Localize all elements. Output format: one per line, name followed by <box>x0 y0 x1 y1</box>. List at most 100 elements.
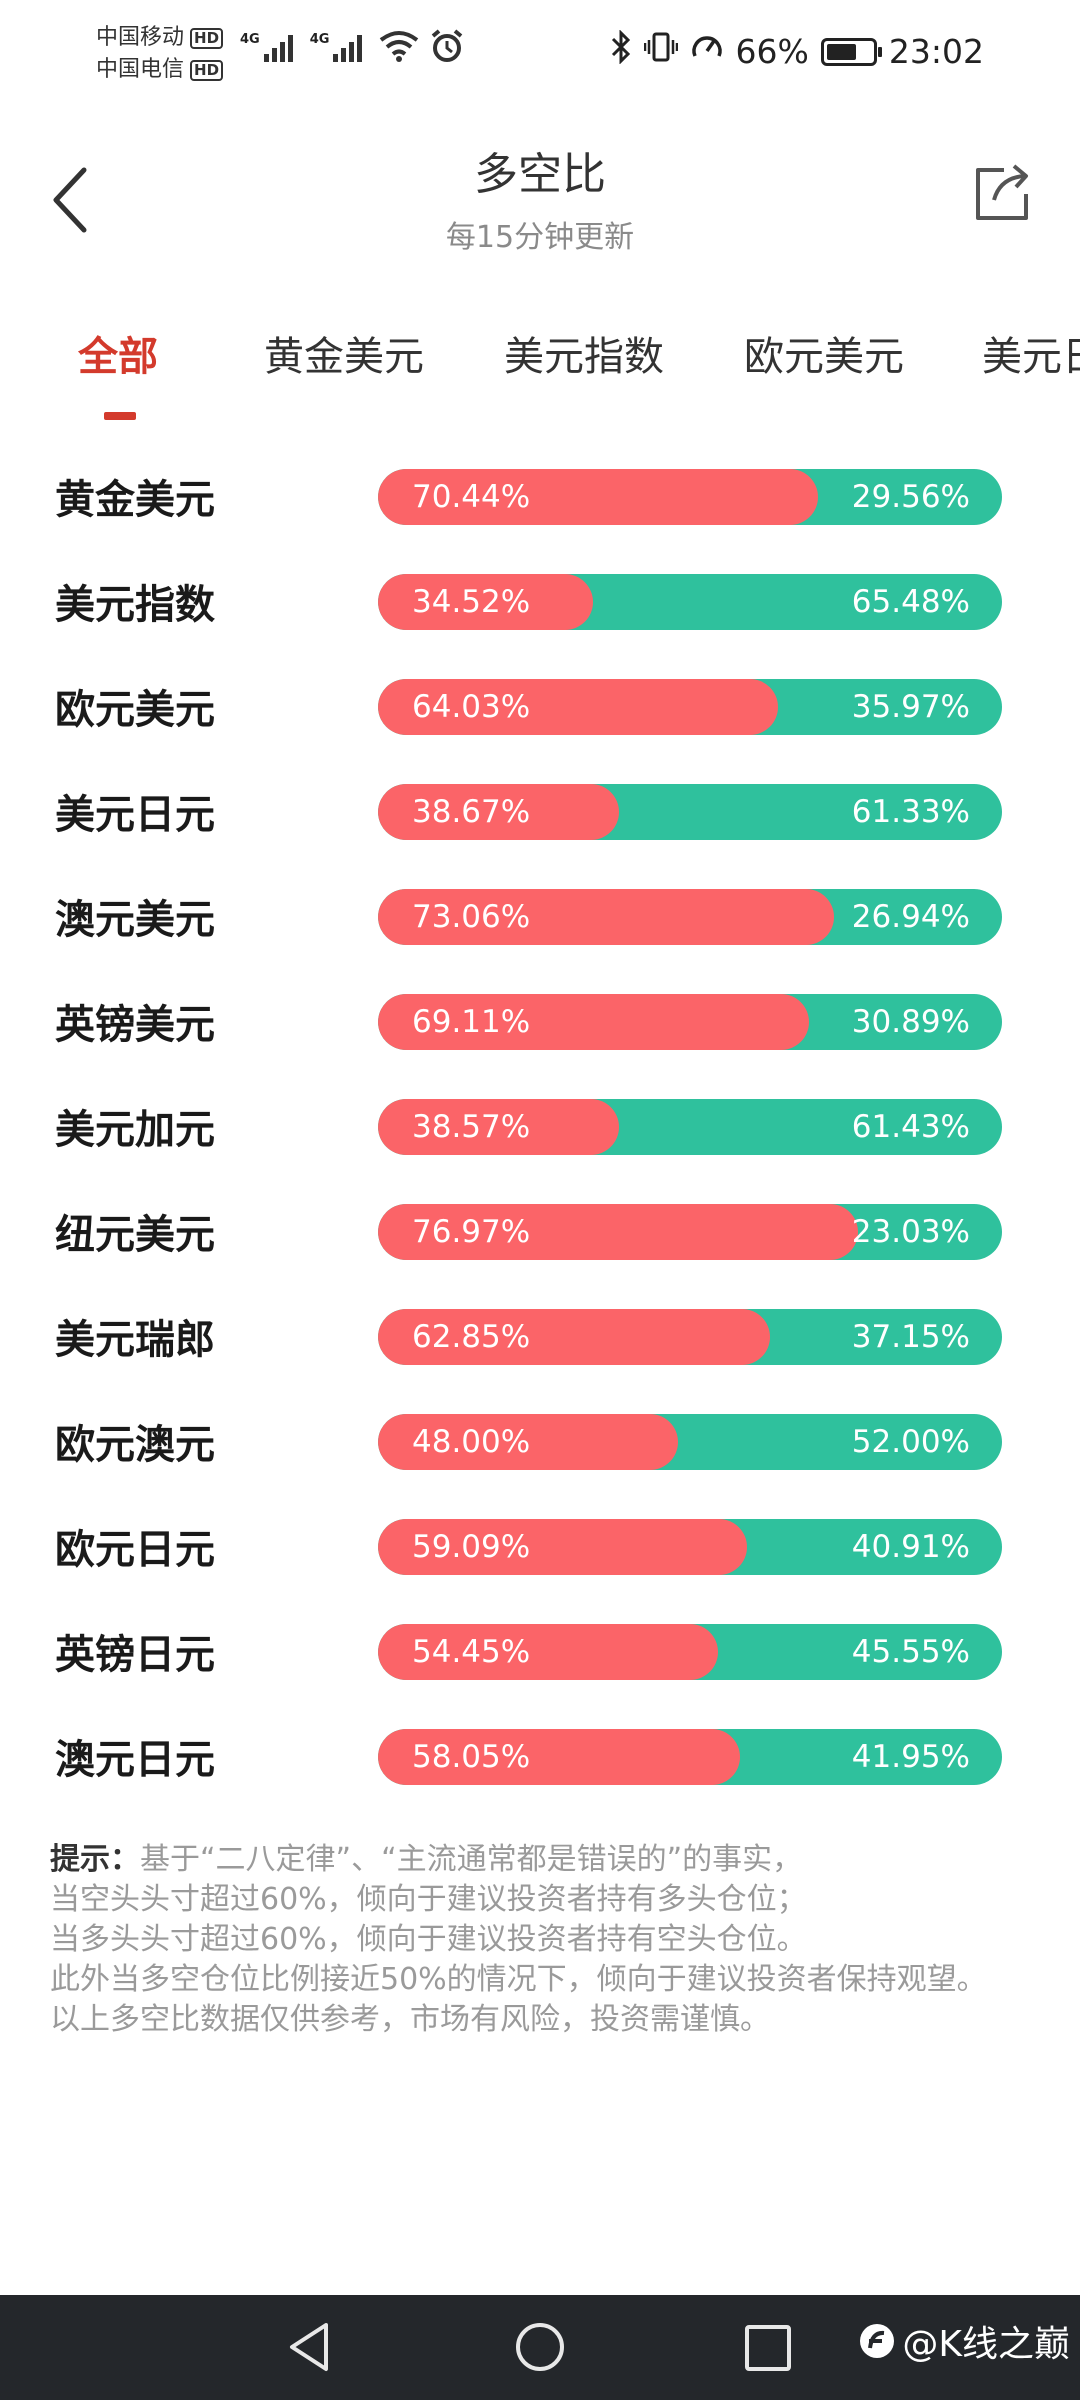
status-left-icons: 4G 4G <box>240 28 465 68</box>
ratio-row[interactable]: 欧元澳元 48.00% 52.00% <box>0 1400 1080 1490</box>
speed-icon <box>690 30 724 73</box>
category-tabs: 全部 黄金美元 美元指数 欧元美元 美元日元 <box>0 300 1080 440</box>
long-percent: 59.09% <box>412 1529 531 1565</box>
short-percent: 26.94% <box>851 899 970 935</box>
short-percent: 37.15% <box>851 1319 970 1355</box>
ratio-row[interactable]: 欧元日元 59.09% 40.91% <box>0 1505 1080 1595</box>
pair-name: 欧元美元 <box>55 687 215 733</box>
tips-line: 当空头头寸超过60%，倾向于建议投资者持有多头仓位； <box>50 1882 807 1917</box>
tab-indicator <box>104 412 136 420</box>
ratio-row[interactable]: 纽元美元 76.97% 23.03% <box>0 1190 1080 1280</box>
page-header: 多空比 每15分钟更新 <box>0 120 1080 270</box>
bluetooth-icon <box>610 29 632 73</box>
ratio-bar: 62.85% 37.15% <box>378 1309 1002 1365</box>
ratio-row[interactable]: 英镑美元 69.11% 30.89% <box>0 980 1080 1070</box>
watermark-text: @K线之巅 <box>902 2324 1070 2365</box>
ratio-row[interactable]: 欧元美元 64.03% 35.97% <box>0 665 1080 755</box>
ratio-row[interactable]: 澳元日元 58.05% 41.95% <box>0 1715 1080 1805</box>
ratio-row[interactable]: 美元加元 38.57% 61.43% <box>0 1085 1080 1175</box>
long-bar-fill <box>378 1414 678 1470</box>
chevron-left-icon <box>53 167 87 233</box>
pair-name: 澳元美元 <box>55 897 215 943</box>
pair-name: 欧元日元 <box>55 1527 215 1573</box>
ratio-row[interactable]: 美元瑞郎 62.85% 37.15% <box>0 1295 1080 1385</box>
short-percent: 29.56% <box>851 479 970 515</box>
tab-usd-index[interactable]: 美元指数 <box>504 334 664 380</box>
network-type-label: 4G <box>309 32 330 47</box>
long-bar-fill <box>378 889 834 945</box>
nav-back-button[interactable] <box>276 2317 346 2377</box>
wifi-icon <box>379 30 419 66</box>
nav-recent-button[interactable] <box>733 2317 803 2377</box>
long-percent: 38.67% <box>412 794 531 830</box>
page-title: 多空比 <box>474 149 606 200</box>
ratio-bar: 64.03% 35.97% <box>378 679 1002 735</box>
long-bar-fill <box>378 1309 771 1365</box>
ratio-bar: 48.00% 52.00% <box>378 1414 1002 1470</box>
carrier-1: 中国移动 <box>96 25 185 50</box>
system-nav-bar: @K线之巅 <box>0 2295 1080 2400</box>
pair-name: 美元加元 <box>55 1107 215 1153</box>
page-subtitle: 每15分钟更新 <box>445 220 635 255</box>
ratio-row[interactable]: 美元日元 38.67% 61.33% <box>0 770 1080 860</box>
long-percent: 38.57% <box>412 1109 531 1145</box>
short-percent: 41.95% <box>851 1739 970 1775</box>
long-percent: 54.45% <box>412 1634 531 1670</box>
ratio-bar: 76.97% 23.03% <box>378 1204 1002 1260</box>
pair-name: 澳元日元 <box>55 1737 215 1783</box>
battery-icon <box>820 37 882 66</box>
vibrate-icon <box>643 30 678 73</box>
pair-name: 美元指数 <box>55 582 215 628</box>
long-bar-fill <box>378 1519 747 1575</box>
long-bar-fill <box>378 679 778 735</box>
ratio-row[interactable]: 美元指数 34.52% 65.48% <box>0 560 1080 650</box>
clock: 23:02 <box>888 32 984 71</box>
tips-line: 当多头头寸超过60%，倾向于建议投资者持有空头仓位。 <box>50 1922 807 1957</box>
ratio-bar: 38.57% 61.43% <box>378 1099 1002 1155</box>
short-percent: 61.33% <box>851 794 970 830</box>
tab-usd-jpy[interactable]: 美元日元 <box>982 334 1080 380</box>
pair-name: 黄金美元 <box>55 477 215 523</box>
square-recent-icon <box>745 2325 791 2371</box>
network-type-label: 4G <box>240 32 260 47</box>
pair-name: 美元日元 <box>55 792 215 838</box>
watermark: @K线之巅 <box>858 2315 1070 2367</box>
tips-line: 以上多空比数据仅供参考，市场有风险，投资需谨慎。 <box>50 2002 770 2037</box>
ratio-bar: 54.45% 45.55% <box>378 1624 1002 1680</box>
signal-icon: 4G <box>310 32 370 64</box>
share-button[interactable] <box>970 160 1036 226</box>
ratio-row[interactable]: 黄金美元 70.44% 29.56% <box>0 455 1080 545</box>
short-percent: 61.43% <box>851 1109 970 1145</box>
long-bar-fill <box>378 994 810 1050</box>
long-bar-fill <box>378 1099 619 1155</box>
tips-label: 提示： <box>50 1842 140 1877</box>
nav-home-button[interactable] <box>505 2317 575 2377</box>
share-icon <box>976 164 1028 220</box>
ratio-row[interactable]: 英镑日元 54.45% 45.55% <box>0 1610 1080 1700</box>
tab-all[interactable]: 全部 <box>78 334 158 380</box>
long-percent: 69.11% <box>412 1004 531 1040</box>
ratio-bar: 70.44% 29.56% <box>378 469 1002 525</box>
tab-gold-usd[interactable]: 黄金美元 <box>264 334 424 380</box>
short-percent: 30.89% <box>851 1004 970 1040</box>
hd-badge: HD <box>190 27 224 49</box>
long-percent: 34.52% <box>412 584 531 620</box>
ratio-bar: 58.05% 41.95% <box>378 1729 1002 1785</box>
long-bar-fill <box>378 469 818 525</box>
back-button[interactable] <box>44 160 104 240</box>
short-percent: 40.91% <box>851 1529 970 1565</box>
short-percent: 35.97% <box>851 689 970 725</box>
battery-percent: 66% <box>735 32 809 71</box>
long-bar-fill <box>378 574 594 630</box>
long-percent: 64.03% <box>412 689 531 725</box>
carrier-info: 中国移动 HD 中国电信 HD <box>96 22 224 86</box>
ratio-bar: 38.67% 61.33% <box>378 784 1002 840</box>
status-right-icons: 66% 23:02 <box>610 29 984 73</box>
ratio-bar: 34.52% 65.48% <box>378 574 1002 630</box>
tab-eur-usd[interactable]: 欧元美元 <box>744 334 904 380</box>
ratio-row[interactable]: 澳元美元 73.06% 26.94% <box>0 875 1080 965</box>
long-percent: 62.85% <box>412 1319 531 1355</box>
pair-name: 欧元澳元 <box>55 1422 215 1468</box>
short-percent: 23.03% <box>851 1214 970 1250</box>
pair-name: 纽元美元 <box>55 1212 215 1258</box>
